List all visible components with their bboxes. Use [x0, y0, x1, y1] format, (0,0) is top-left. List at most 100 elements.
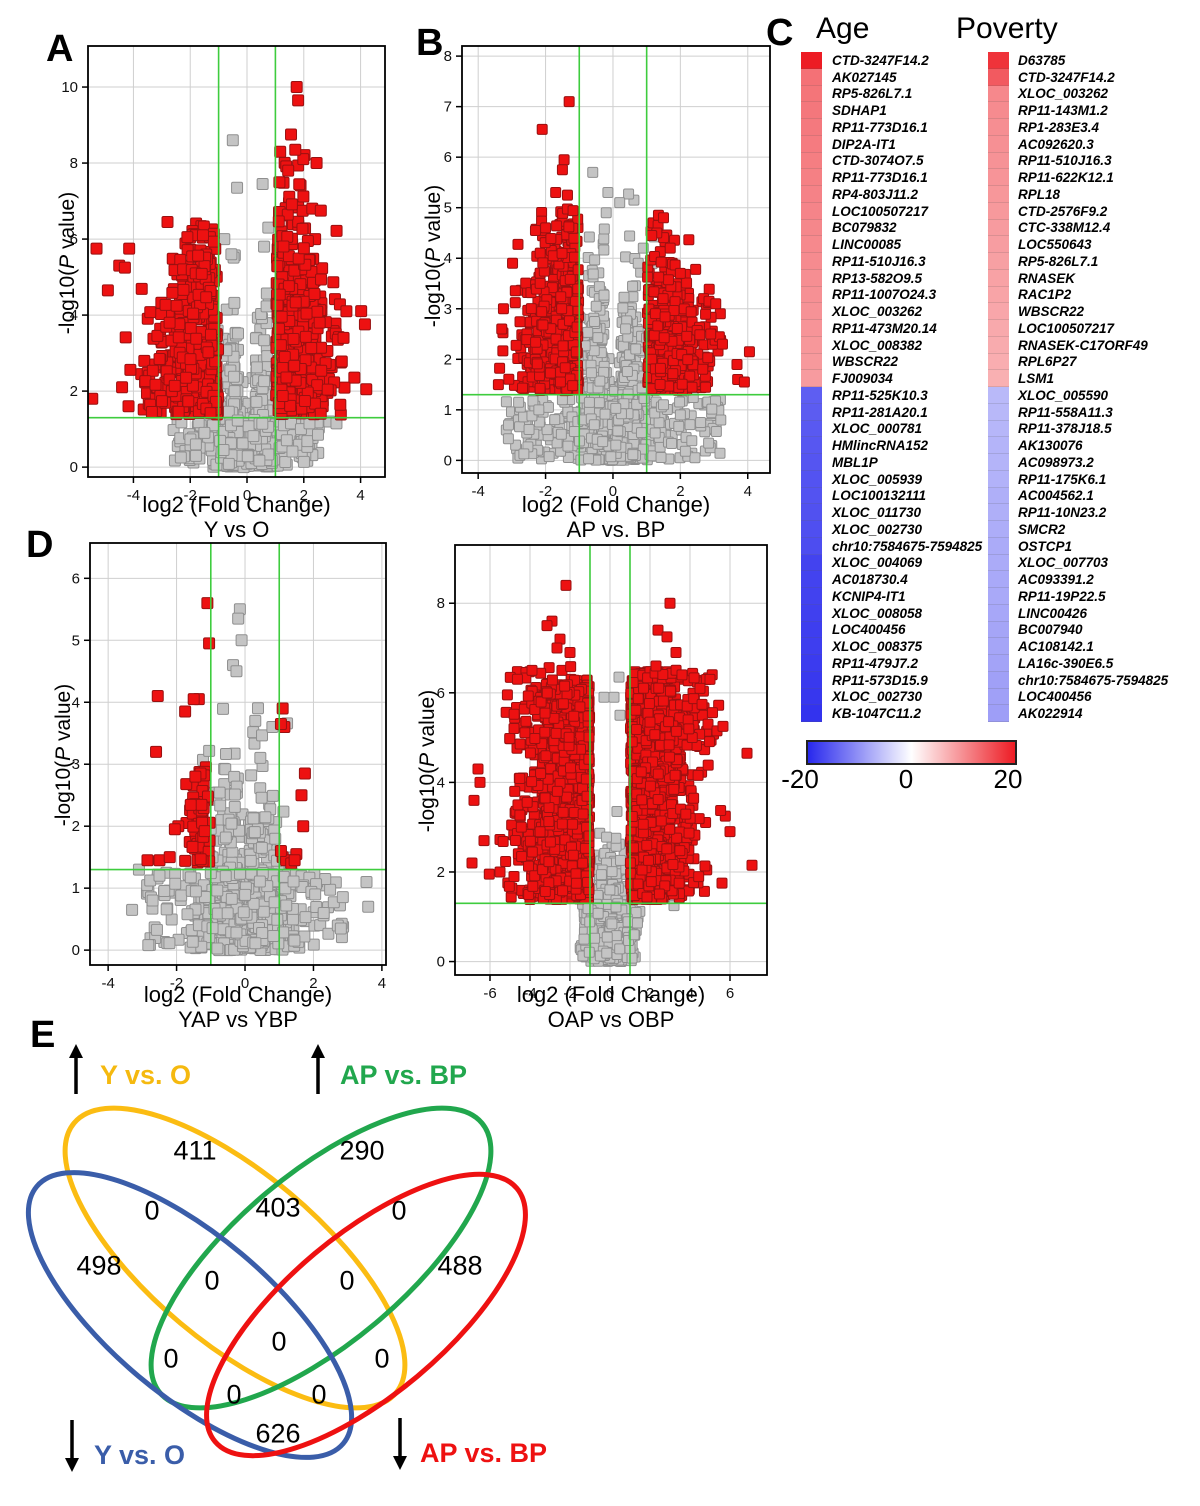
- y-axis-label-italic-p: P: [422, 247, 445, 262]
- svg-text:0: 0: [243, 487, 251, 504]
- gene-label: RNASEK: [1018, 270, 1076, 286]
- colorbar-min-label: -20: [781, 764, 819, 794]
- heatmap-cell: [988, 487, 1009, 505]
- heatmap-cell: [801, 487, 822, 505]
- gene-label: XLOC_002730: [832, 521, 923, 537]
- svg-text:8: 8: [70, 155, 78, 172]
- heatmap-cell: [801, 504, 822, 521]
- gene-label: RP11-622K12.1: [1018, 170, 1114, 186]
- venn-count: 0: [163, 1343, 179, 1374]
- gene-label: RP11-1007O24.3: [832, 287, 937, 303]
- heatmap-cell: [801, 671, 822, 689]
- y-axis-label-d2: -log10(P value): [416, 651, 440, 871]
- heatmap-cell: [801, 286, 822, 304]
- heatmap-cell: [801, 604, 822, 622]
- heatmap-title-poverty: Poverty: [956, 12, 1058, 45]
- heatmap-column-age: [801, 52, 822, 722]
- heatmap-cell: [801, 52, 822, 69]
- venn-count: 0: [339, 1265, 355, 1296]
- gene-label: RP11-573D15.9: [832, 672, 928, 688]
- gene-label: RPL6P27: [1018, 354, 1077, 370]
- heatmap-cell: [988, 403, 1009, 421]
- gene-label: LINC00426: [1018, 605, 1088, 621]
- heatmap-cell: [988, 671, 1009, 689]
- gene-label: RP11-773D16.1: [832, 170, 928, 186]
- heatmap-cell: [801, 571, 822, 588]
- gene-label: RNASEK-C17ORF49: [1018, 337, 1148, 353]
- gene-label: XLOC_003262: [1018, 86, 1109, 102]
- gene-label: AC092620.3: [1018, 136, 1094, 152]
- x-axis-label-b: log2 (Fold Change): [521, 492, 711, 517]
- gene-label: AC098973.2: [1018, 454, 1094, 470]
- svg-text:6: 6: [70, 231, 78, 248]
- venn-count: 0: [391, 1195, 407, 1226]
- gene-label: XLOC_004069: [832, 555, 923, 571]
- gene-label: XLOC_005939: [832, 471, 923, 487]
- y-axis-label-d1: -log10(P value): [52, 645, 76, 865]
- gene-label: AK130076: [1018, 438, 1083, 454]
- svg-text:8: 8: [444, 48, 452, 65]
- heatmap-cell: [801, 202, 822, 220]
- svg-text:-2: -2: [184, 487, 197, 504]
- heatmap-cell: [988, 102, 1009, 119]
- heatmap-cell: [988, 688, 1009, 706]
- heatmap-cell: [988, 68, 1009, 86]
- gene-label: KCNIP4-IT1: [832, 588, 906, 604]
- heatmap-cell: [988, 119, 1009, 136]
- heatmap-cell: [988, 521, 1009, 538]
- venn-label-down-apvsbp: AP vs. BP: [420, 1438, 548, 1468]
- heatmap-cell: [988, 52, 1009, 69]
- up-arrow-icon: [311, 1044, 325, 1094]
- heatmap-cell: [801, 420, 822, 438]
- heatmap-cell: [988, 286, 1009, 304]
- gene-label: RP11-558A11.3: [1018, 404, 1113, 420]
- comparison-label-a: Y vs O: [203, 517, 270, 542]
- heatmap-cell: [988, 219, 1009, 237]
- venn-diagram: [25, 1105, 528, 1460]
- heatmap-cell: [801, 135, 822, 153]
- gene-label: XLOC_008382: [832, 337, 923, 353]
- gene-label: XLOC_002730: [832, 689, 923, 705]
- heatmap-cell: [801, 169, 822, 186]
- gene-label: LOC100132111: [832, 488, 927, 504]
- gene-label: SDHAP1: [832, 103, 887, 119]
- gene-label: LOC100507217: [832, 203, 929, 219]
- venn-ellipse-down-yvso: [25, 1170, 355, 1460]
- gene-label: BC007940: [1018, 622, 1083, 638]
- heatmap-cell: [988, 320, 1009, 337]
- venn-count: 626: [255, 1418, 301, 1449]
- gene-label: XLOC_008375: [832, 639, 923, 655]
- heatmap-cell: [801, 119, 822, 136]
- heatmap-cell: [988, 554, 1009, 572]
- gene-label: RP11-143M1.2: [1018, 103, 1108, 119]
- svg-text:1: 1: [444, 402, 452, 419]
- y-axis-label-italic-p: P: [416, 752, 439, 767]
- heatmap-cell: [801, 437, 822, 454]
- venn-count: 488: [437, 1250, 483, 1281]
- x-axis-label-a: log2 (Fold Change): [142, 492, 331, 517]
- colorbar-mid-label: 0: [898, 764, 914, 794]
- venn-count: 0: [144, 1195, 160, 1226]
- y-axis-label-b: -log10(P value): [422, 146, 446, 366]
- heatmap-cell: [801, 588, 822, 605]
- gene-label: LA16c-390E6.5: [1018, 655, 1114, 671]
- venn-count: 0: [374, 1343, 390, 1374]
- heatmap-cell: [988, 269, 1009, 287]
- heatmap-cell: [988, 621, 1009, 639]
- gene-label: LOC400456: [832, 622, 906, 638]
- y-axis-label-text: -log10(: [56, 268, 79, 335]
- gene-label: RP11-378J18.5: [1018, 421, 1112, 437]
- heatmap-cell: [988, 202, 1009, 220]
- svg-text:2: 2: [300, 487, 308, 504]
- heatmap-cell: [988, 353, 1009, 371]
- venn-label-up-yvso: Y vs. O: [100, 1060, 192, 1090]
- heatmap-cell: [988, 604, 1009, 622]
- heatmap-cell: [988, 705, 1009, 722]
- comparison-label-b: AP vs. BP: [566, 517, 666, 542]
- venn-count: 0: [271, 1326, 287, 1357]
- heatmap-cell: [988, 236, 1009, 253]
- heatmap-cell: [988, 370, 1009, 387]
- panel-tag-d: D: [26, 524, 54, 566]
